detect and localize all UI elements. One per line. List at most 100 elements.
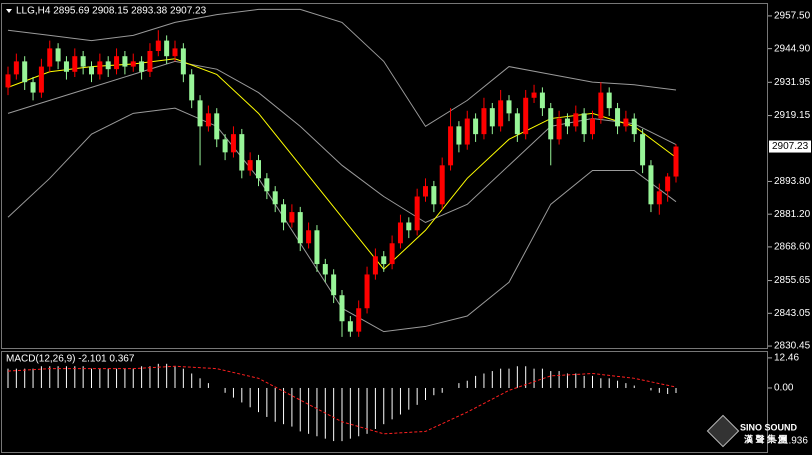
candle-body — [556, 118, 562, 140]
overlay-line — [7, 58, 677, 270]
candle-body — [656, 191, 662, 205]
candle-body — [531, 92, 537, 98]
candle-body — [648, 165, 654, 205]
candle-body — [264, 178, 270, 192]
candle-body — [22, 61, 28, 83]
candle-body — [581, 113, 587, 135]
y-tick-label: 0.00 — [774, 383, 794, 394]
candle-body — [564, 118, 570, 127]
candle-body — [230, 134, 236, 153]
price-marker-label: 2907.23 — [772, 141, 809, 152]
y-tick-label: 2893.80 — [774, 176, 811, 187]
candle-body — [47, 48, 53, 67]
candle-body — [631, 118, 637, 135]
candle-body — [322, 264, 328, 275]
y-tick-label: 2931.95 — [774, 77, 811, 88]
candle-body — [122, 56, 128, 67]
candle-body — [606, 92, 612, 109]
candle-body — [89, 66, 94, 75]
candle-body — [222, 139, 228, 153]
candle-body — [473, 118, 479, 135]
price-title: LLG,H4 2895.69 2908.15 2893.38 2907.23 — [16, 6, 207, 17]
y-tick-label: 2957.50 — [774, 11, 811, 22]
macd-title: MACD(12,26,9) -2.101 0.367 — [6, 354, 135, 365]
candle-body — [256, 160, 261, 179]
candle-body — [272, 191, 278, 205]
candle-body — [147, 50, 153, 72]
candle-body — [448, 126, 454, 166]
candle-body — [331, 274, 337, 296]
candle-body — [297, 212, 303, 244]
candle-body — [63, 61, 69, 72]
candle-body — [539, 92, 545, 109]
price-marker-box — [769, 140, 811, 153]
candle-body — [423, 186, 428, 197]
candle-body — [139, 61, 145, 72]
watermark-subtitle: 漢 聲 集 團 — [744, 433, 788, 444]
candle-body — [180, 48, 186, 75]
candle-body — [289, 212, 295, 223]
candle-body — [172, 48, 178, 57]
candle-body — [80, 56, 86, 67]
y-tick-label: 2843.05 — [774, 308, 811, 319]
candle-body — [573, 113, 579, 127]
candle-body — [615, 108, 621, 127]
candle-body — [481, 108, 487, 135]
candle-body — [523, 97, 529, 135]
candle-body — [640, 134, 646, 166]
overlay-line — [7, 60, 677, 224]
candle-body — [114, 56, 120, 70]
candle-body — [105, 61, 111, 70]
candle-body — [389, 243, 395, 265]
candle-body — [214, 113, 220, 140]
candle-body — [306, 230, 312, 244]
y-tick-label: 2944.90 — [774, 43, 811, 54]
candle-body — [414, 196, 420, 231]
candle-body — [598, 92, 604, 119]
overlay-line — [7, 8, 677, 128]
candle-body — [314, 230, 320, 265]
candle-body — [281, 204, 287, 223]
candle-body — [439, 165, 445, 205]
candle-body — [239, 134, 245, 171]
watermark-brand: SINO SOUND — [740, 422, 798, 432]
candle-body — [456, 126, 462, 145]
candle-body — [623, 118, 629, 127]
candle-body — [548, 108, 554, 140]
candle-body — [506, 100, 512, 114]
candle-body — [356, 308, 362, 332]
candle-body — [197, 100, 203, 127]
candle-body — [464, 118, 470, 145]
candle-body — [372, 256, 378, 275]
candle-body — [498, 100, 504, 127]
candle-body — [673, 146, 679, 177]
candle-body — [247, 160, 253, 171]
candle-body — [406, 222, 412, 231]
candle-body — [381, 256, 387, 265]
y-tick-label: -21.936 — [774, 436, 808, 447]
candle-body — [164, 40, 170, 57]
candle-body — [431, 186, 437, 205]
candle-body — [38, 66, 44, 93]
candle-body — [55, 48, 61, 62]
candle-body — [205, 113, 211, 127]
candle-body — [347, 321, 353, 332]
candle-body — [13, 61, 19, 75]
candle-body — [189, 74, 195, 101]
candle-body — [72, 56, 78, 72]
watermark: SINO SOUND 漢 聲 集 團 — [706, 414, 798, 448]
candle-body — [364, 274, 370, 309]
candle-body — [665, 176, 671, 192]
y-tick-label: 12.46 — [774, 353, 799, 364]
candle-body — [339, 295, 345, 322]
price-frame — [1, 3, 768, 349]
candle-body — [97, 61, 103, 75]
signal-line — [7, 365, 677, 435]
candle-body — [397, 222, 403, 244]
candle-body — [155, 40, 161, 51]
candle-body — [514, 113, 520, 135]
watermark-logo — [706, 414, 740, 448]
